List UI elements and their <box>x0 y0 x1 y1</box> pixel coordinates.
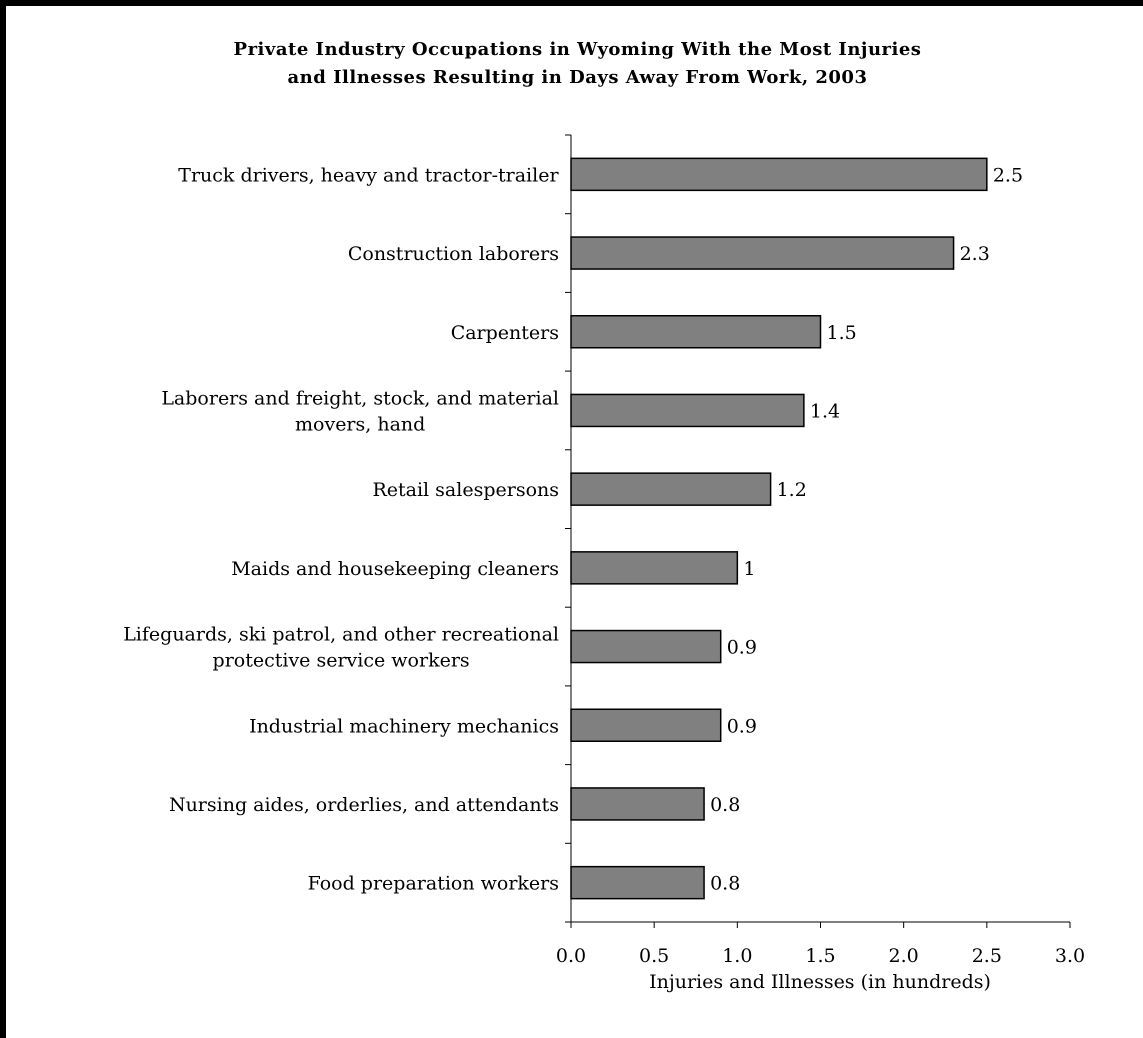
chart-axes: 0.0 0.5 1.0 1.5 2.0 2.5 3.0 <box>556 134 1085 967</box>
bar-value-label: 1.2 <box>777 479 807 501</box>
category-label-line: Industrial machinery mechanics <box>249 715 559 737</box>
chart-title: Private Industry Occupations in Wyoming … <box>6 36 1143 92</box>
bar-value-label: 0.9 <box>727 637 757 659</box>
category-label: Industrial machinery mechanics <box>249 715 559 737</box>
x-tick-label: 0.5 <box>639 945 669 967</box>
bar-value-label: 1.4 <box>810 400 840 422</box>
bar-value-label: 2.5 <box>993 164 1023 186</box>
category-label-line: Maids and housekeeping cleaners <box>231 558 559 580</box>
x-axis-label: Injuries and Illnesses (in hundreds) <box>649 971 991 993</box>
bar <box>570 551 739 585</box>
category-label: Carpenters <box>451 322 559 344</box>
category-label: Nursing aides, orderlies, and attendants <box>169 794 559 816</box>
category-label-line: movers, hand <box>295 413 425 435</box>
bar <box>570 865 705 900</box>
bar <box>570 157 988 192</box>
category-label: Maids and housekeeping cleaners <box>231 558 559 580</box>
category-label-line: Nursing aides, orderlies, and attendants <box>169 794 559 816</box>
bar <box>570 787 705 821</box>
x-tick-label: 2.5 <box>972 945 1002 967</box>
bar-value-label: 0.8 <box>710 873 740 895</box>
chart-title-line-1: Private Industry Occupations in Wyoming … <box>233 39 922 60</box>
bar-value-label: 2.3 <box>960 243 990 265</box>
chart-category-labels: Truck drivers, heavy and tractor-trailer… <box>123 164 559 894</box>
category-label-line: Construction laborers <box>348 243 559 265</box>
chart-bars: 2.5 2.3 1.5 1.4 1.2 1 0.9 0.9 0.8 0.8 <box>570 157 1023 900</box>
bar <box>570 393 805 428</box>
chart-title-line-2: and Illnesses Resulting in Days Away Fro… <box>287 67 868 88</box>
bar <box>570 629 722 664</box>
category-label-line: Retail salespersons <box>372 479 559 501</box>
category-label-line: Laborers and freight, stock, and materia… <box>161 387 559 409</box>
bar <box>570 708 722 742</box>
category-label-line: protective service workers <box>213 650 470 672</box>
x-tick-label: 0.0 <box>556 945 586 967</box>
x-tick-label: 1.0 <box>722 945 752 967</box>
bar-value-label: 0.8 <box>710 794 740 816</box>
bar-value-label: 0.9 <box>727 715 757 737</box>
bar-value-label: 1 <box>743 558 755 580</box>
category-label-line: Lifeguards, ski patrol, and other recrea… <box>123 624 559 646</box>
category-label: Truck drivers, heavy and tractor-trailer <box>178 164 559 186</box>
category-label: Retail salespersons <box>372 479 559 501</box>
bar <box>570 315 822 349</box>
category-label: Lifeguards, ski patrol, and other recrea… <box>123 624 559 672</box>
category-label: Laborers and freight, stock, and materia… <box>161 387 559 435</box>
category-label-line: Truck drivers, heavy and tractor-trailer <box>178 164 559 186</box>
x-tick-label: 1.5 <box>805 945 835 967</box>
bar <box>570 236 955 270</box>
category-label-line: Carpenters <box>451 322 559 344</box>
x-tick-label: 2.0 <box>889 945 919 967</box>
bar <box>570 472 772 506</box>
category-label-line: Food preparation workers <box>308 873 559 895</box>
bar-value-label: 1.5 <box>827 322 857 344</box>
category-label: Food preparation workers <box>308 873 559 895</box>
x-tick-label: 3.0 <box>1055 945 1085 967</box>
category-label: Construction laborers <box>348 243 559 265</box>
